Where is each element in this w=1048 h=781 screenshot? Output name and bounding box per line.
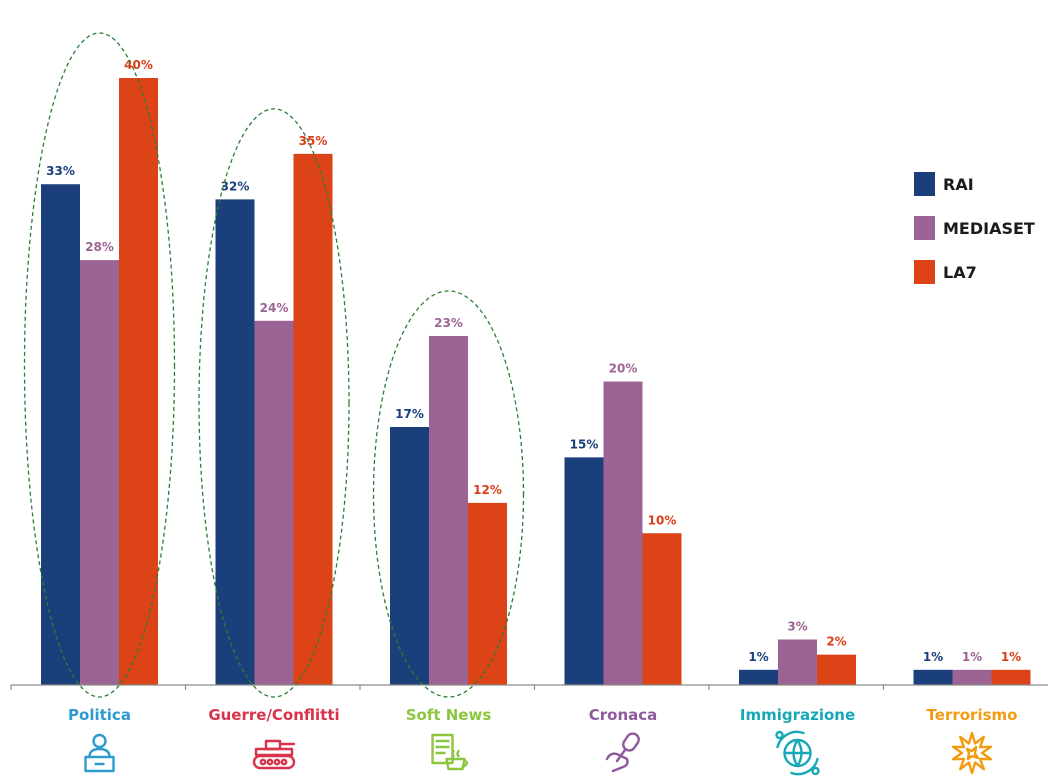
value-label-mediaset-guerre-conflitti: 24% — [260, 301, 289, 315]
bar-rai-politica — [41, 184, 80, 685]
value-label-rai-soft-news: 17% — [395, 407, 424, 421]
bar-mediaset-soft-news — [429, 335, 468, 685]
bar-la7-soft-news — [468, 502, 507, 685]
bar-rai-immigrazione — [739, 669, 778, 685]
bar-la7-guerre-conflitti — [293, 153, 333, 685]
legend-label-la7: LA7 — [943, 263, 977, 282]
highlight-ellipse-soft-news — [372, 290, 525, 698]
value-label-rai-politica: 33% — [46, 164, 75, 178]
legend: RAI MEDIASET LA7 — [914, 172, 1035, 284]
highlight-ellipse-guerre-conflitti — [198, 108, 350, 698]
bar-mediaset-guerre-conflitti — [254, 320, 294, 685]
highlight-ellipse-politica — [23, 32, 176, 698]
value-label-mediaset-cronaca: 20% — [609, 362, 638, 376]
value-label-mediaset-terrorismo: 1% — [962, 650, 982, 664]
value-label-la7-guerre-conflitti: 35% — [299, 134, 328, 148]
value-label-mediaset-politica: 28% — [85, 240, 114, 254]
category-labels-layer: Politica Guerre/Conflitti Soft News Cronaca… — [68, 706, 1017, 724]
category-icons-layer — [84, 730, 993, 776]
bar-rai-guerre-conflitti — [215, 199, 255, 685]
bar-mediaset-cronaca — [603, 381, 643, 685]
legend-swatch-mediaset — [914, 216, 935, 240]
value-label-la7-soft-news: 12% — [473, 483, 502, 497]
explosion-icon — [951, 731, 993, 775]
bars-layer — [41, 78, 1031, 685]
bar-rai-cronaca — [564, 457, 604, 685]
category-label-soft-news: Soft News — [406, 706, 492, 724]
globe-people-icon — [775, 730, 820, 776]
value-label-rai-guerre-conflitti: 32% — [221, 179, 250, 193]
bar-rai-terrorismo — [913, 669, 953, 685]
speaker-at-podium-icon — [84, 733, 115, 773]
value-label-rai-terrorismo: 1% — [923, 650, 943, 664]
bar-mediaset-terrorismo — [952, 669, 992, 685]
bar-rai-soft-news — [390, 427, 429, 685]
value-label-la7-politica: 40% — [124, 58, 153, 72]
x-axis — [10, 684, 1048, 690]
legend-swatch-la7 — [914, 260, 935, 284]
bar-la7-immigrazione — [817, 654, 856, 685]
highlight-ellipses-layer — [23, 32, 525, 698]
legend-label-rai: RAI — [943, 175, 974, 194]
category-label-cronaca: Cronaca — [589, 706, 658, 724]
value-label-rai-immigrazione: 1% — [748, 650, 768, 664]
value-label-la7-terrorismo: 1% — [1001, 650, 1021, 664]
value-label-la7-cronaca: 10% — [648, 513, 677, 527]
bar-mediaset-politica — [80, 260, 119, 685]
value-label-rai-cronaca: 15% — [570, 437, 599, 451]
tank-icon — [252, 739, 296, 770]
legend-label-mediaset: MEDIASET — [943, 219, 1035, 238]
bar-la7-terrorismo — [991, 669, 1031, 685]
category-label-terrorismo: Terrorismo — [927, 706, 1018, 724]
legend-swatch-rai — [914, 172, 935, 196]
category-label-politica: Politica — [68, 706, 131, 724]
value-label-la7-immigrazione: 2% — [826, 635, 846, 649]
value-label-mediaset-soft-news: 23% — [434, 316, 463, 330]
category-label-guerre-conflitti: Guerre/Conflitti — [208, 706, 339, 724]
category-label-immigrazione: Immigrazione — [740, 706, 855, 724]
bar-la7-cronaca — [642, 533, 682, 685]
newspaper-coffee-icon — [431, 733, 469, 771]
bar-mediaset-immigrazione — [778, 639, 817, 685]
bar-la7-politica — [119, 78, 158, 685]
value-label-mediaset-immigrazione: 3% — [787, 619, 807, 633]
microphone-hand-icon — [605, 732, 640, 773]
value-labels-layer: 33% 28% 40% 32% 24% 35% 17% 23% 12% 15% 20% 10% 1% 3%… — [46, 58, 1021, 664]
